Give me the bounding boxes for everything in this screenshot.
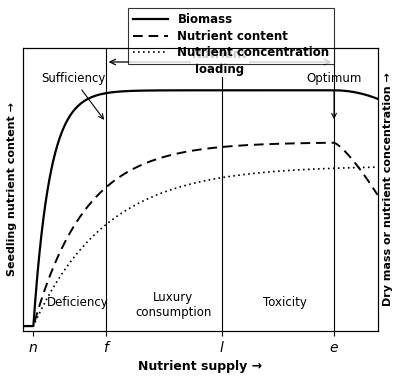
Text: Deficiency: Deficiency: [47, 296, 108, 309]
Nutrient concentration: [375, 165, 380, 169]
Legend: Biomass, Nutrient content, Nutrient concentration: Biomass, Nutrient content, Nutrient conc…: [128, 8, 334, 64]
Nutrient concentration: [189, 182, 194, 186]
Nutrient concentration: [298, 168, 303, 172]
Biomass: [332, 88, 336, 93]
Nutrient content: [31, 323, 36, 327]
Text: Optimum: Optimum: [306, 72, 362, 118]
Line: Nutrient content: Nutrient content: [15, 143, 378, 326]
Nutrient content: [298, 141, 303, 146]
Nutrient content: [189, 149, 194, 153]
Line: Biomass: Biomass: [15, 90, 378, 326]
Text: Toxicity: Toxicity: [263, 296, 307, 309]
Nutrient concentration: [31, 323, 36, 328]
Nutrient content: [179, 150, 184, 155]
Line: Nutrient concentration: Nutrient concentration: [15, 167, 378, 326]
Nutrient concentration: [364, 165, 369, 169]
Biomass: [179, 88, 184, 93]
Text: Nutrient
loading: Nutrient loading: [192, 48, 248, 76]
Text: Luxury
consumption: Luxury consumption: [135, 291, 212, 319]
Nutrient content: [365, 177, 370, 182]
Biomass: [31, 318, 36, 323]
Biomass: [189, 88, 194, 93]
Y-axis label: Seedling nutrient content →: Seedling nutrient content →: [7, 102, 17, 276]
Nutrient content: [332, 141, 336, 145]
Biomass: [364, 93, 369, 97]
Biomass: [13, 324, 18, 328]
Nutrient content: [13, 324, 18, 328]
Y-axis label: Dry mass or nutrient concentration →: Dry mass or nutrient concentration →: [383, 72, 393, 306]
X-axis label: Nutrient supply →: Nutrient supply →: [138, 360, 262, 373]
Text: Sufficiency: Sufficiency: [41, 72, 106, 119]
Nutrient concentration: [179, 184, 184, 189]
Biomass: [298, 88, 303, 93]
Nutrient concentration: [364, 165, 369, 169]
Nutrient concentration: [13, 324, 18, 328]
Nutrient content: [375, 193, 380, 197]
Biomass: [375, 97, 380, 101]
Nutrient content: [364, 177, 369, 181]
Biomass: [365, 93, 370, 98]
